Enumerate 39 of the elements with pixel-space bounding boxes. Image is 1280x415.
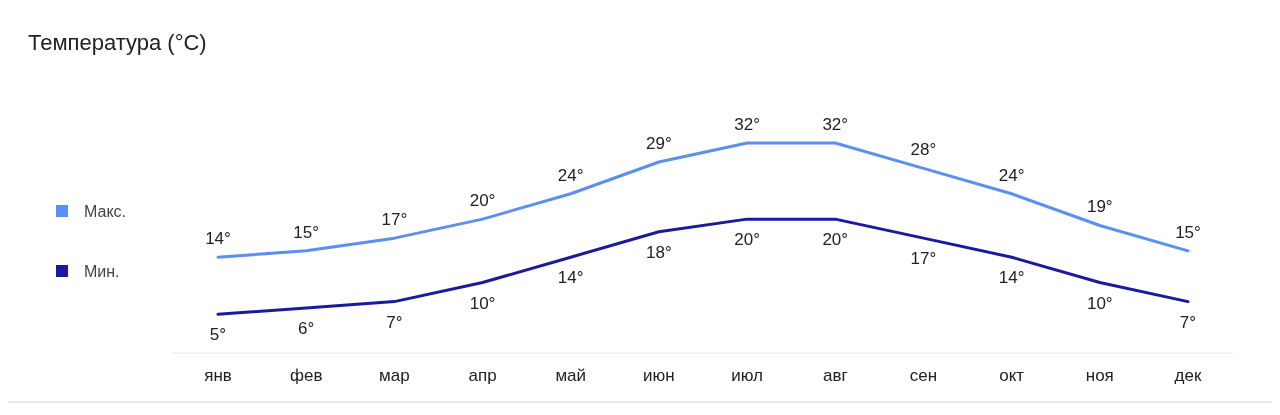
data-label: 5° [209,325,227,345]
data-label: 7° [386,312,403,332]
data-label: 15° [1175,222,1201,242]
data-label: 17° [381,210,408,230]
x-tick-label: ноя [1085,366,1114,385]
x-tick-label: окт [999,366,1025,385]
data-label: 32° [822,115,849,134]
x-tick-label: июн [643,366,675,385]
data-label: 10° [1086,293,1113,313]
legend-label: Макс. [84,203,127,220]
x-tick-label: мар [379,366,410,385]
x-tick-label: май [555,366,587,385]
data-label: 20° [469,191,496,211]
chart-title: Температура (°C) [28,30,207,55]
data-label: 14° [557,268,584,288]
data-label: 14° [998,268,1025,288]
data-label: 17° [910,249,937,269]
x-tick-label: фев [289,366,323,385]
x-tick-label: дек [1174,366,1202,385]
data-label: 24° [998,165,1025,185]
x-tick-label: авг [822,366,848,385]
data-label: 10° [469,293,496,313]
x-tick-label: янв [204,366,232,385]
data-label: 15° [293,222,320,242]
data-label: 20° [822,230,849,250]
data-label: 24° [557,165,584,185]
data-label: 19° [1086,197,1113,217]
data-label: 7° [1179,312,1197,332]
x-tick-label: июл [731,366,763,385]
data-label: 28° [910,140,937,160]
x-tick-label: апр [468,366,497,385]
data-label: 6° [298,318,315,338]
data-label: 20° [734,230,760,250]
x-tick-label: сен [909,366,938,385]
data-label: 32° [734,115,760,134]
data-label: 18° [646,242,672,262]
legend-label: Мин. [84,263,120,280]
data-label: 29° [646,134,672,154]
data-label: 14° [205,229,231,249]
